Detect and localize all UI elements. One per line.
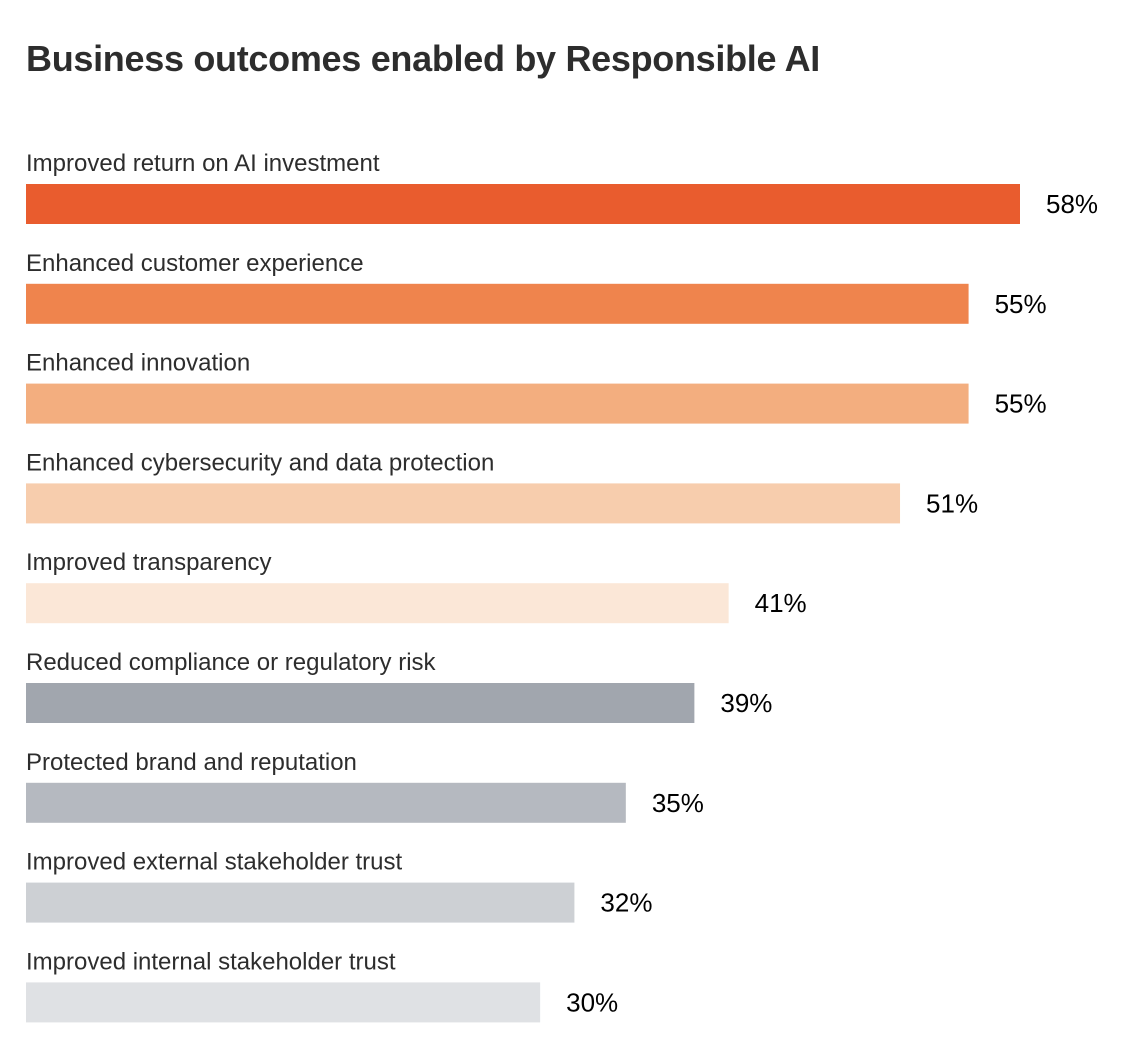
bar-row: Improved external stakeholder trust 32% <box>26 849 652 923</box>
value-label: 32% <box>600 888 652 918</box>
value-label: 35% <box>652 788 704 818</box>
category-label: Improved external stakeholder trust <box>26 849 403 876</box>
bar-row: Enhanced customer experience 55% <box>26 250 1047 324</box>
bar-row: Protected brand and reputation 35% <box>26 749 704 823</box>
value-label: 58% <box>1046 189 1098 219</box>
bar-row: Improved return on AI investment 58% <box>26 150 1098 224</box>
bar <box>26 184 1020 224</box>
bar <box>26 982 541 1023</box>
category-label: Reduced compliance or regulatory risk <box>26 649 437 676</box>
value-label: 39% <box>720 688 772 718</box>
value-label: 55% <box>995 289 1047 319</box>
value-label: 30% <box>566 987 618 1017</box>
bar <box>26 882 575 923</box>
bar <box>26 283 969 324</box>
category-label: Enhanced cybersecurity and data protecti… <box>26 449 494 476</box>
value-label: 51% <box>926 488 978 518</box>
bar-row: Improved transparency 41% <box>26 549 807 624</box>
value-label: 55% <box>995 389 1047 419</box>
category-label: Improved internal stakeholder trust <box>26 948 396 975</box>
category-label: Protected brand and reputation <box>26 749 357 776</box>
category-label: Enhanced innovation <box>26 350 250 377</box>
bar <box>26 483 901 524</box>
chart-title: Business outcomes enabled by Responsible… <box>26 38 820 79</box>
bar <box>26 782 626 823</box>
bar <box>26 383 969 424</box>
bar-row: Enhanced cybersecurity and data protecti… <box>26 449 978 524</box>
bar <box>26 583 729 624</box>
category-label: Improved transparency <box>26 549 271 576</box>
bar <box>26 683 695 723</box>
bar-row: Improved internal stakeholder trust 30% <box>26 948 618 1023</box>
category-label: Improved return on AI investment <box>26 150 380 177</box>
bar-row: Reduced compliance or regulatory risk 39% <box>26 649 772 723</box>
category-label: Enhanced customer experience <box>26 250 364 277</box>
bar-row: Enhanced innovation 55% <box>26 350 1047 424</box>
value-label: 41% <box>755 588 807 618</box>
